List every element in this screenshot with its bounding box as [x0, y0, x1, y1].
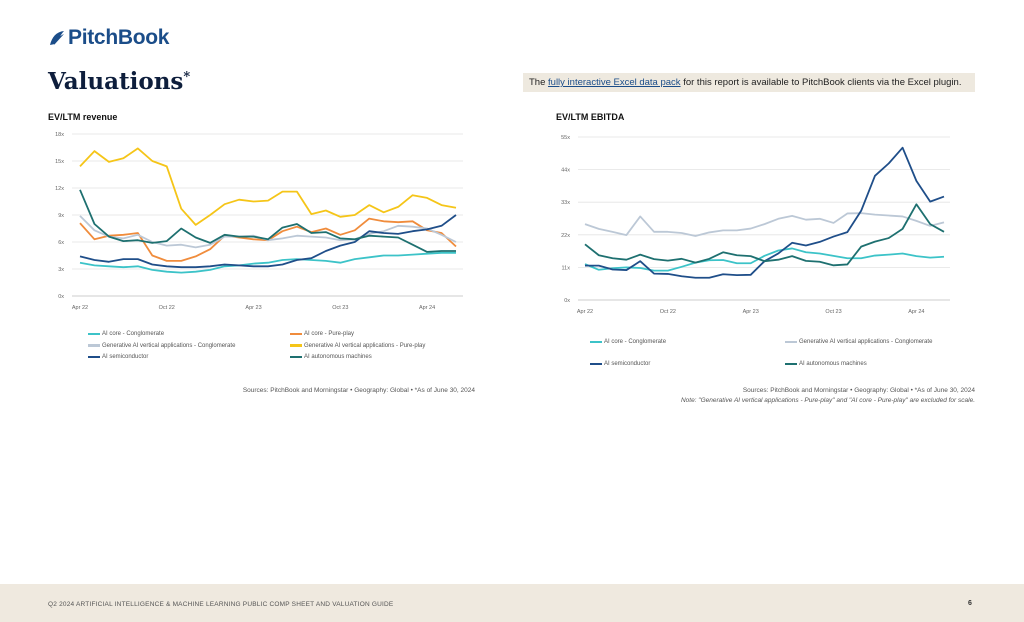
legend-item: AI core - Conglomerate — [590, 339, 666, 345]
legend-label: AI semiconductor — [102, 354, 149, 360]
legend-label: AI core - Pure-play — [304, 331, 355, 337]
legend-swatch — [290, 355, 302, 359]
logo-text: PitchBook — [68, 26, 170, 49]
y-tick-label: 6x — [58, 240, 64, 246]
footer-bar — [0, 584, 1024, 622]
series-line-ai-semiconductor — [79, 214, 457, 269]
y-tick-label: 0x — [58, 294, 64, 300]
legend-swatch — [590, 340, 602, 344]
x-tick-label: Apr 23 — [245, 305, 261, 311]
excel-data-pack-link[interactable]: fully interactive Excel data pack — [548, 77, 681, 88]
series-line-ai-autonomous-machines — [584, 203, 945, 267]
legend-swatch — [785, 340, 797, 344]
x-tick-label: Apr 22 — [72, 305, 88, 311]
legend-swatch — [88, 344, 100, 347]
legend-swatch — [590, 362, 602, 366]
x-tick-label: Apr 22 — [577, 309, 593, 315]
page-number: 6 — [968, 600, 972, 607]
y-tick-label: 22x — [561, 233, 570, 239]
x-tick-label: Apr 23 — [743, 309, 759, 315]
legend-swatch — [88, 332, 100, 336]
series-line-generative-ai-vertical-applications-conglomerate — [584, 212, 945, 237]
x-tick-label: Oct 23 — [332, 305, 348, 311]
y-tick-label: 33x — [561, 200, 570, 206]
series-line-generative-ai-vertical-applications-conglomerate — [79, 215, 457, 249]
y-tick-label: 9x — [58, 213, 64, 219]
x-tick-label: Oct 22 — [159, 305, 175, 311]
legend-item: AI semiconductor — [590, 361, 650, 367]
legend-swatch — [785, 362, 797, 366]
x-tick-label: Oct 23 — [825, 309, 841, 315]
legend-label: Generative AI vertical applications - Pu… — [304, 342, 426, 349]
legend-label: Generative AI vertical applications - Co… — [799, 339, 933, 345]
footer-title: Q2 2024 ARTIFICIAL INTELLIGENCE & MACHIN… — [48, 601, 394, 608]
sources-revenue: Sources: PitchBook and Morningstar • Geo… — [242, 387, 475, 394]
legend-label: AI autonomous machines — [304, 354, 372, 360]
y-tick-label: 3x — [58, 267, 64, 273]
chart-title-revenue: EV/LTM revenue — [48, 112, 118, 122]
series-line-ai-semiconductor — [585, 146, 945, 279]
chart-ev-ebitda: 0x 11x 22x 33x 44x 55x Apr 22 Oct 22 Apr 23 Oct 2… — [561, 135, 950, 315]
series-line-ai-core-conglomerate — [79, 251, 456, 274]
legend-item: Generative AI vertical applications - Co… — [785, 339, 932, 345]
legend-item: AI core - Pure-play — [290, 331, 354, 337]
x-tick-label: Apr 24 — [419, 305, 435, 311]
note-ebitda: Note: "Generative AI vertical applicatio… — [680, 397, 975, 404]
legend-swatch — [88, 355, 100, 359]
series-line-ai-autonomous-machines — [79, 189, 456, 253]
legend-swatch — [290, 344, 302, 347]
page-title: Valuations* — [48, 68, 191, 95]
chart-title-ebitda: EV/LTM EBITDA — [556, 112, 625, 122]
series-line-generative-ai-vertical-applications-pure-play — [79, 147, 457, 226]
y-tick-label: 44x — [561, 168, 570, 174]
legend-label: AI autonomous machines — [799, 361, 867, 367]
y-tick-label: 55x — [561, 135, 570, 141]
legend-item: Generative AI vertical applications - Co… — [88, 343, 235, 349]
legend-label: AI core - Conglomerate — [604, 339, 667, 345]
y-tick-label: 15x — [55, 159, 64, 165]
x-tick-label: Oct 22 — [660, 309, 676, 315]
legend-item: AI autonomous machines — [290, 354, 372, 360]
legend-label: AI semiconductor — [604, 361, 651, 367]
legend-label: AI core - Conglomerate — [102, 331, 165, 337]
y-tick-label: 0x — [564, 298, 570, 304]
pitchbook-leaf-icon — [50, 31, 64, 45]
series-line-ai-core-conglomerate — [584, 247, 945, 272]
y-tick-label: 11x — [562, 265, 571, 271]
x-tick-label: Apr 24 — [908, 309, 924, 315]
pitchbook-logo: PitchBook — [48, 26, 169, 50]
legend-swatch — [290, 332, 302, 336]
legend-item: AI autonomous machines — [785, 361, 867, 367]
legend-label: Generative AI vertical applications - Co… — [102, 342, 236, 349]
chart-ev-revenue: 0x 3x 6x 9x 12x 15x 18x Apr 22 Oct 22 Apr 23 Oct 2… — [55, 132, 463, 311]
legend-item: AI semiconductor — [88, 354, 148, 360]
legend-item: Generative AI vertical applications - Pu… — [290, 343, 425, 349]
excel-banner: The fully interactive Excel data pack fo… — [523, 73, 975, 92]
sources-ebitda: Sources: PitchBook and Morningstar • Geo… — [742, 387, 975, 394]
legend-item: AI core - Conglomerate — [88, 331, 164, 337]
y-tick-label: 12x — [55, 186, 64, 192]
y-tick-label: 18x — [55, 132, 64, 138]
